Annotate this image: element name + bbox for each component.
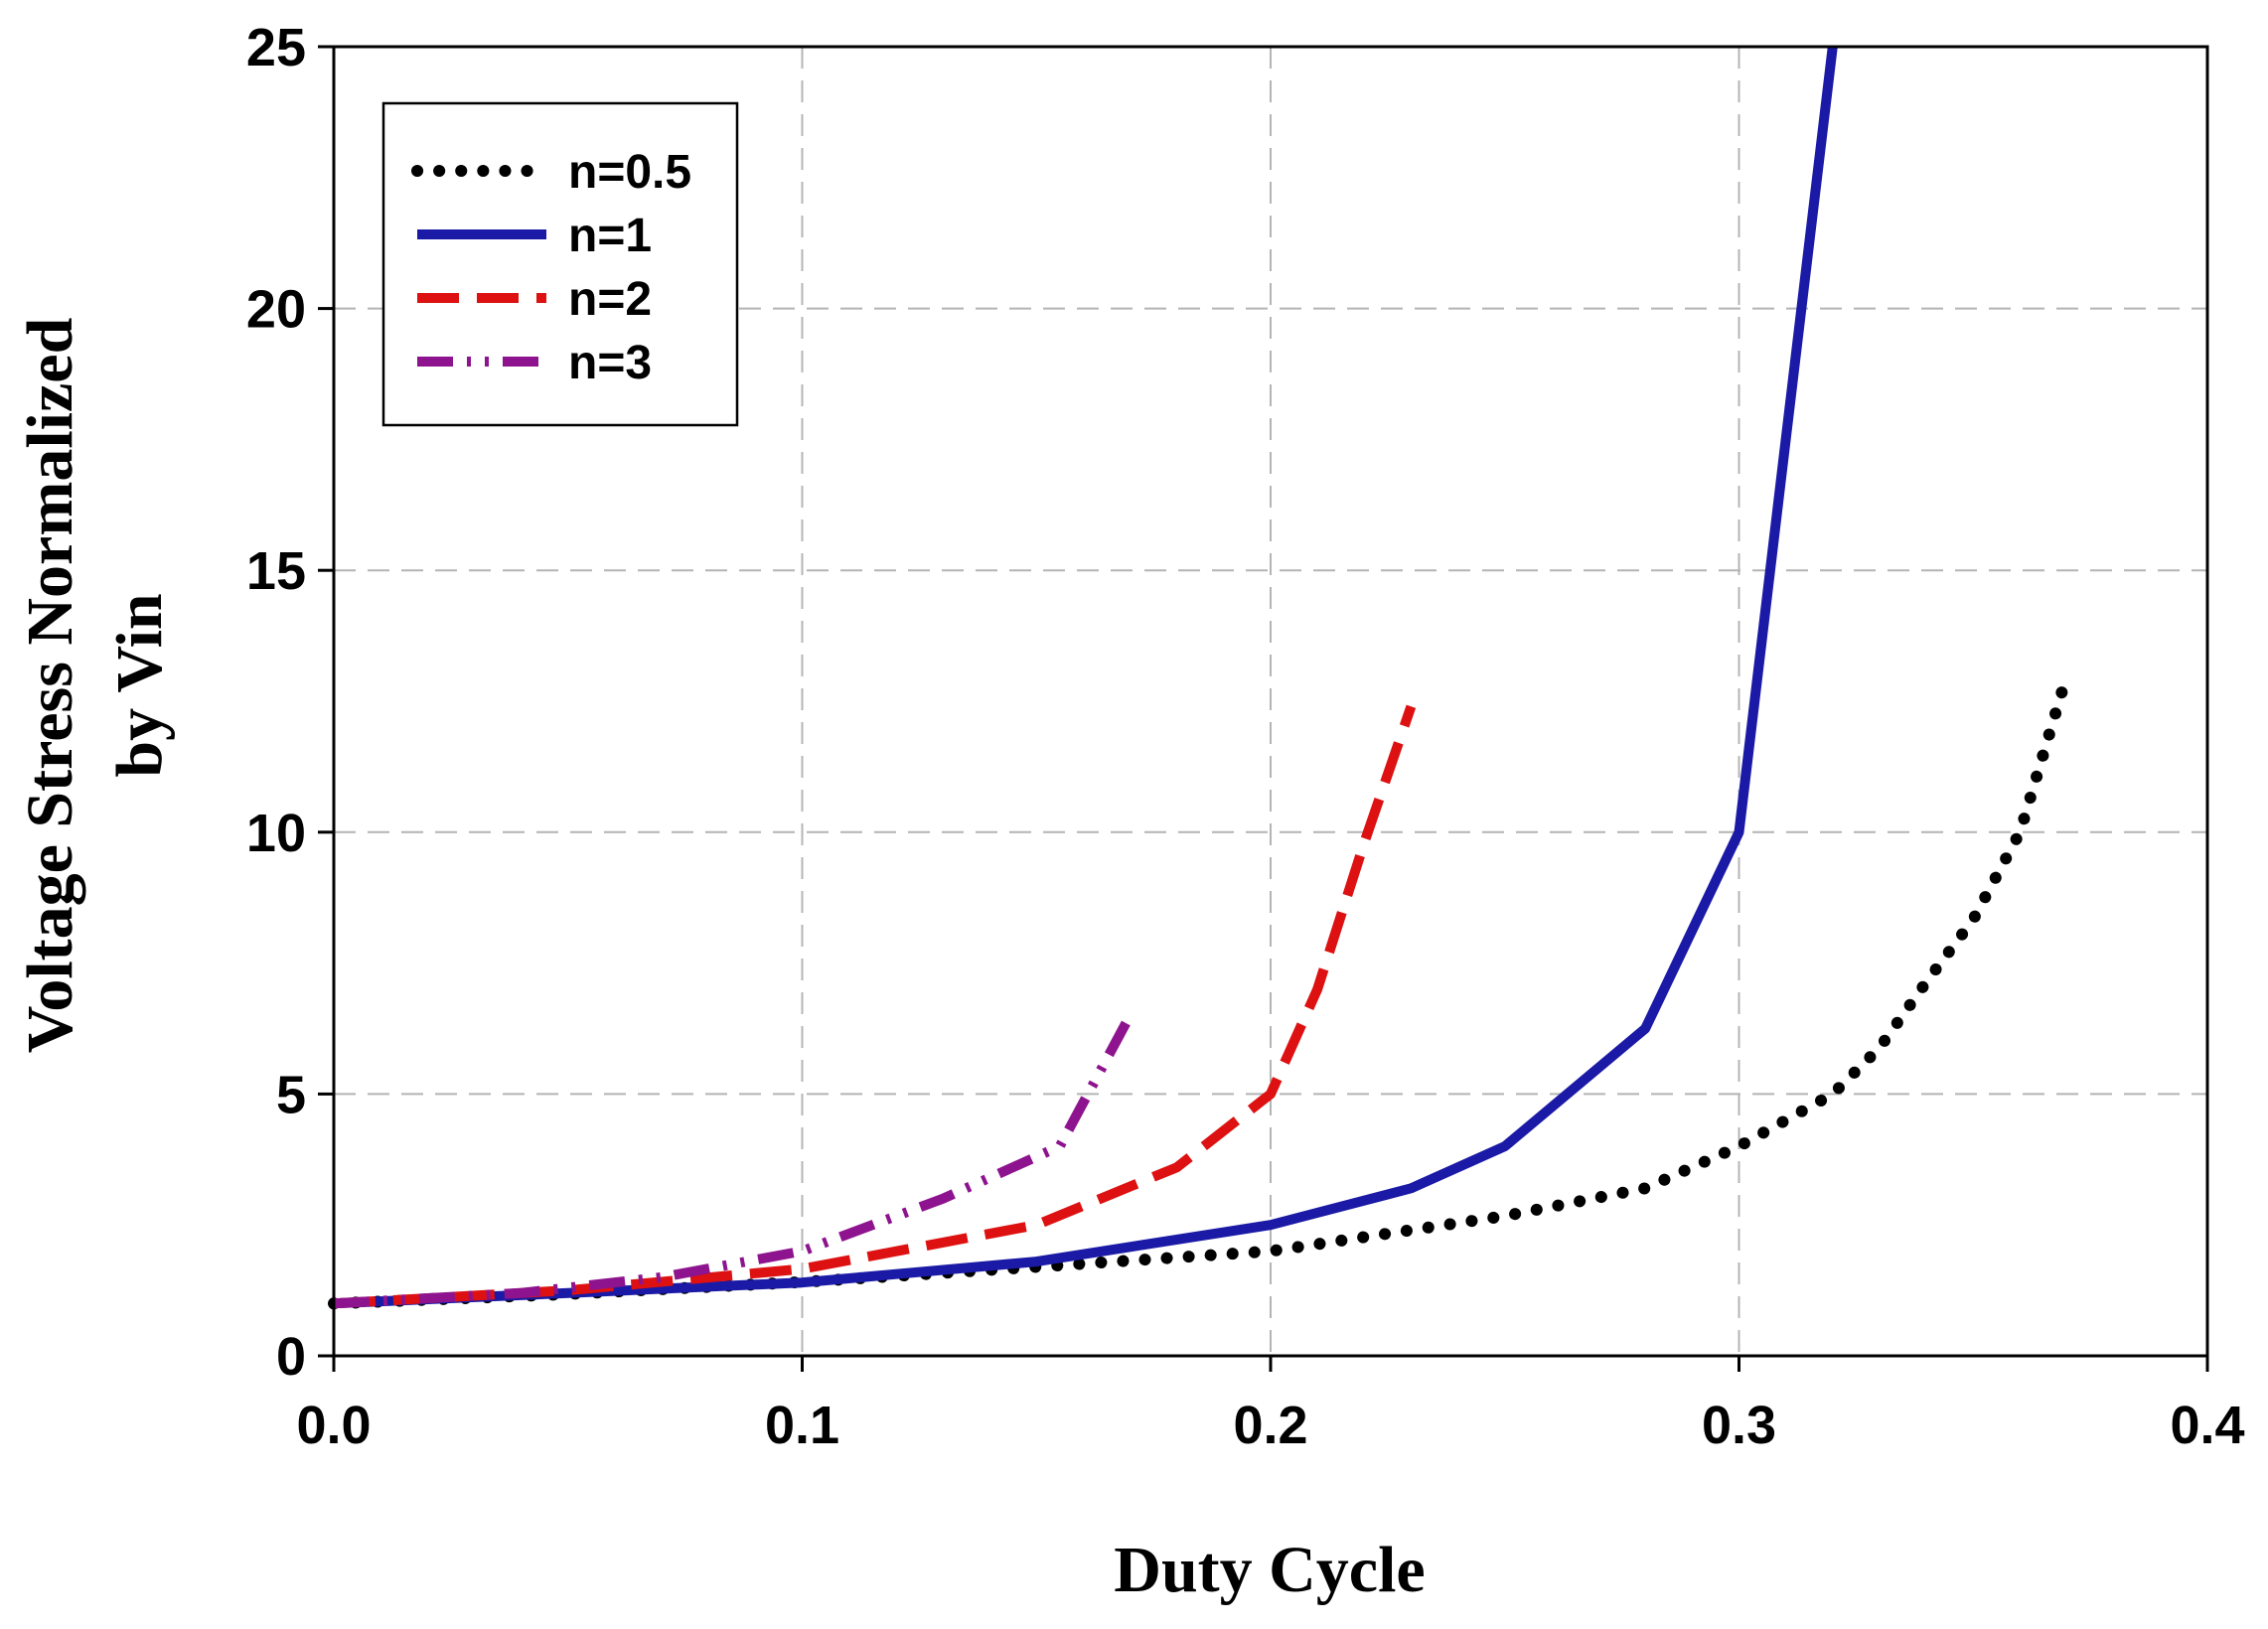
x-tick-label: 0.0 xyxy=(296,1396,371,1455)
y-tick-label: 0 xyxy=(276,1327,306,1387)
y-tick-label: 25 xyxy=(246,18,306,77)
x-axis-title: Duty Cycle xyxy=(1114,1534,1425,1606)
y-axis-title-line-2: by Vin xyxy=(103,593,176,777)
series-line-4 xyxy=(333,1012,1134,1309)
axis-ticks: 0.0 0.1 0.2 0.3 0.4 0 5 10 15 20 25 xyxy=(246,18,2245,1455)
legend-label-3: n=2 xyxy=(568,273,652,326)
legend-box xyxy=(381,101,739,427)
x-tick-label: 0.3 xyxy=(1702,1396,1776,1455)
legend: n=0.5 n=1 n=2 n=3 xyxy=(381,101,739,427)
y-tick-label: 20 xyxy=(246,280,306,340)
x-tick-label: 0.4 xyxy=(2170,1396,2244,1455)
series-line-2 xyxy=(333,46,1838,1309)
series-line-3 xyxy=(333,704,1417,1309)
legend-label-4: n=3 xyxy=(568,337,652,389)
y-axis-title-line-1: Voltage Stress Normalized xyxy=(14,318,86,1054)
x-tick-label: 0.2 xyxy=(1233,1396,1307,1455)
legend-label-2: n=1 xyxy=(568,210,652,262)
y-axis-title: Voltage Stress Normalized by Vin xyxy=(14,318,176,1054)
series-lines xyxy=(328,46,2073,1310)
y-tick-label: 10 xyxy=(246,804,306,863)
series-line-1 xyxy=(328,668,2073,1310)
x-tick-label: 0.1 xyxy=(765,1396,839,1455)
legend-label-1: n=0.5 xyxy=(568,146,691,199)
y-tick-label: 15 xyxy=(246,541,306,601)
y-tick-label: 5 xyxy=(276,1065,306,1124)
